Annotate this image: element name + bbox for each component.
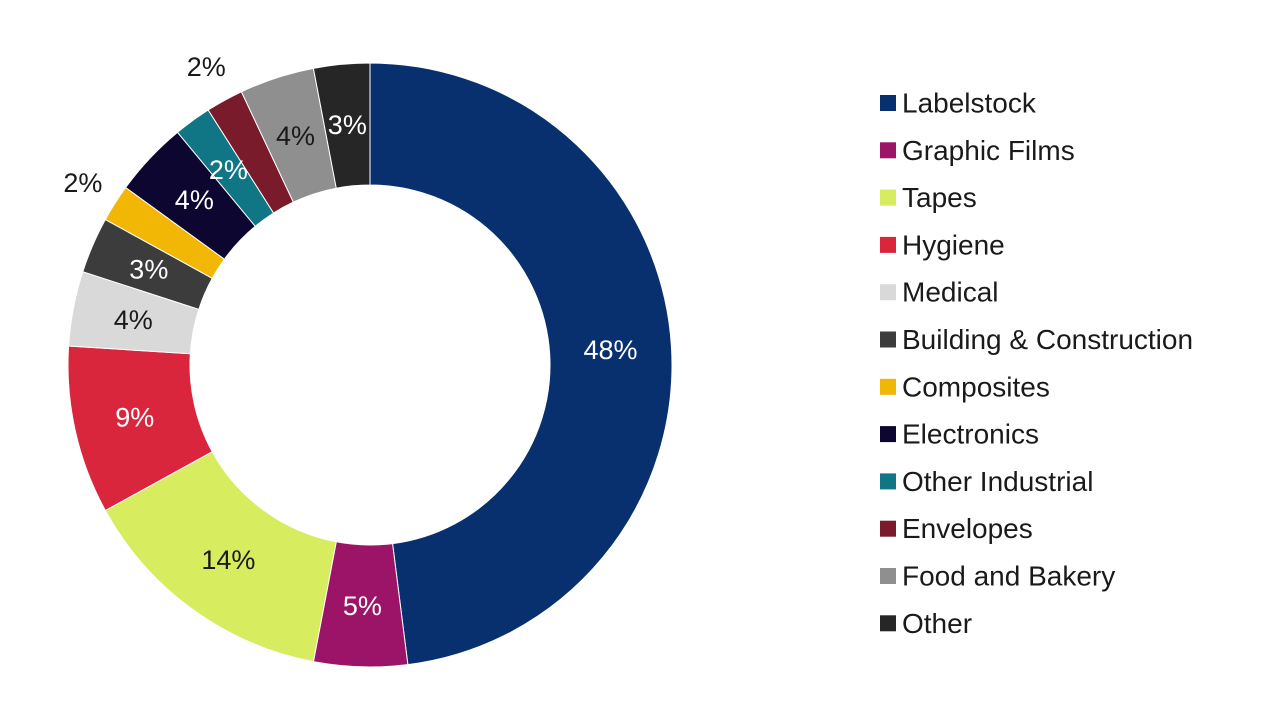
slice-label-composites: 2% — [63, 168, 102, 198]
legend-swatch — [880, 615, 896, 632]
slice-label-building-and-construction: 3% — [129, 254, 168, 284]
slice-label-envelopes: 2% — [187, 52, 226, 82]
legend-item-medical: Medical — [880, 277, 998, 308]
legend-item-hygiene: Hygiene — [880, 229, 1005, 260]
legend-item-labelstock: Labelstock — [880, 88, 1037, 119]
slice-label-electronics: 4% — [175, 185, 214, 215]
legend-label: Graphic Films — [902, 135, 1075, 166]
legend-swatch — [880, 189, 896, 206]
slice-labelstock — [369, 62, 673, 666]
slice-label-other-industrial: 2% — [209, 155, 248, 185]
legend-item-electronics: Electronics — [880, 419, 1039, 450]
slice-other — [312, 62, 371, 189]
legend-label: Electronics — [902, 419, 1039, 450]
legend-swatch — [880, 426, 896, 443]
legend-swatch — [880, 142, 896, 159]
slice-label-medical: 4% — [114, 305, 153, 335]
legend-label: Tapes — [902, 182, 977, 213]
slice-label-graphic-films: 5% — [343, 591, 382, 621]
slice-label-other: 3% — [328, 110, 367, 140]
legend-swatch — [880, 568, 896, 584]
legend-label: Food and Bakery — [902, 561, 1115, 592]
legend-item-tapes: Tapes — [880, 182, 977, 213]
legend-item-other: Other — [880, 608, 972, 639]
legend-label: Envelopes — [902, 513, 1033, 544]
legend-swatch — [880, 473, 896, 490]
slice-label-food-and-bakery: 4% — [276, 121, 315, 151]
legend-swatch — [880, 331, 896, 348]
legend-swatch — [880, 95, 896, 111]
legend-label: Building & Construction — [902, 324, 1193, 355]
legend-label: Other — [902, 608, 972, 639]
legend-item-food-and-bakery: Food and Bakery — [880, 561, 1115, 592]
legend-label: Medical — [902, 277, 998, 308]
legend-label: Hygiene — [902, 229, 1005, 260]
legend-item-composites: Composites — [880, 371, 1050, 402]
slice-label-hygiene: 9% — [115, 403, 154, 433]
legend-item-other-industrial: Other Industrial — [880, 466, 1093, 497]
legend-swatch — [880, 236, 896, 253]
legend-item-graphic-films: Graphic Films — [880, 135, 1075, 166]
legend-label: Composites — [902, 371, 1050, 402]
slice-label-tapes: 14% — [201, 545, 255, 575]
legend-swatch — [880, 520, 896, 537]
legend-swatch — [880, 284, 896, 301]
legend-item-envelopes: Envelopes — [880, 513, 1033, 544]
donut-slices — [67, 62, 673, 668]
legend-label: Labelstock — [902, 88, 1037, 119]
legend-item-building-and-construction: Building & Construction — [880, 324, 1193, 355]
legend-swatch — [880, 378, 896, 395]
legend-label: Other Industrial — [902, 466, 1093, 497]
slice-label-labelstock: 48% — [584, 335, 638, 365]
donut-slice-labels: 48%5%14%9%4%3%2%4%2%2%4% 3% — [63, 52, 637, 621]
legend: Labelstock Graphic Films Tapes Hygiene Medic… — [880, 88, 1193, 639]
